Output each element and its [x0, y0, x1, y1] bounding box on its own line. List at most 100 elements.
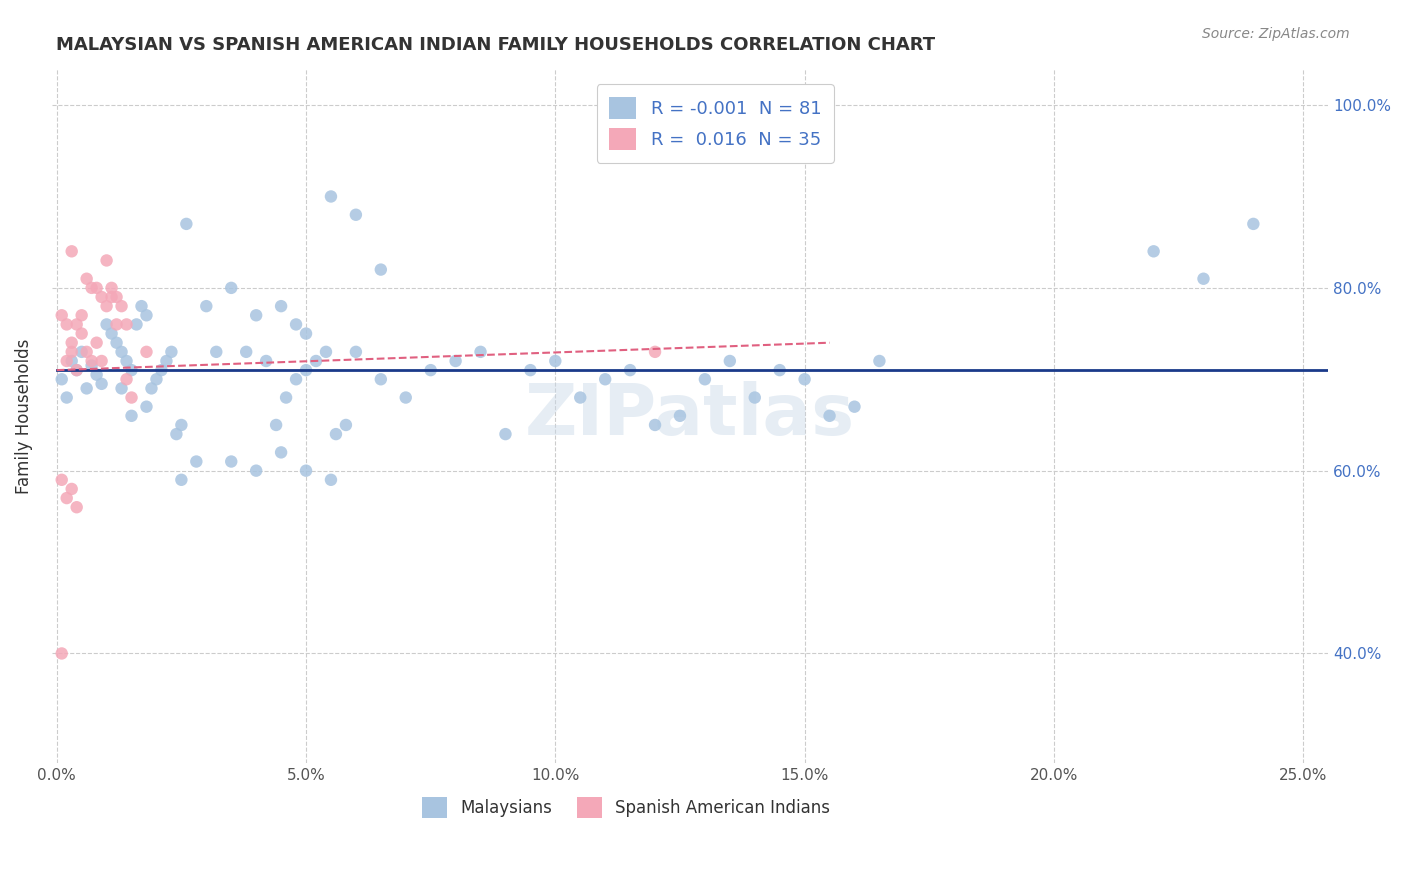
Text: MALAYSIAN VS SPANISH AMERICAN INDIAN FAMILY HOUSEHOLDS CORRELATION CHART: MALAYSIAN VS SPANISH AMERICAN INDIAN FAM… — [56, 36, 935, 54]
Point — [270, 299, 292, 313]
Point — [76, 271, 98, 285]
Point — [818, 409, 841, 423]
Point — [135, 344, 157, 359]
Point — [176, 217, 198, 231]
Point — [70, 326, 93, 341]
Point — [285, 372, 308, 386]
Point — [165, 427, 187, 442]
Point — [274, 391, 297, 405]
Point — [121, 363, 143, 377]
Point — [219, 454, 242, 468]
Point — [270, 445, 292, 459]
Point — [793, 372, 815, 386]
Point — [1241, 217, 1264, 231]
Point — [769, 363, 792, 377]
Point — [76, 344, 98, 359]
Point — [335, 417, 357, 432]
Point — [160, 344, 183, 359]
Point — [55, 391, 77, 405]
Point — [60, 344, 83, 359]
Point — [205, 344, 228, 359]
Point — [470, 344, 492, 359]
Point — [100, 281, 122, 295]
Point — [245, 308, 267, 322]
Point — [60, 335, 83, 350]
Point — [110, 381, 132, 395]
Point — [55, 491, 77, 505]
Point — [90, 290, 112, 304]
Point — [319, 473, 342, 487]
Point — [718, 354, 741, 368]
Point — [155, 354, 177, 368]
Point — [115, 372, 138, 386]
Point — [544, 354, 567, 368]
Point — [395, 391, 418, 405]
Point — [80, 354, 103, 368]
Point — [195, 299, 218, 313]
Point — [150, 363, 173, 377]
Point — [115, 354, 138, 368]
Point — [519, 363, 541, 377]
Point — [96, 253, 118, 268]
Point — [80, 281, 103, 295]
Point — [110, 299, 132, 313]
Point — [55, 354, 77, 368]
Point — [86, 368, 108, 382]
Point — [135, 400, 157, 414]
Point — [80, 359, 103, 373]
Point — [219, 281, 242, 295]
Point — [105, 318, 128, 332]
Point — [70, 308, 93, 322]
Point — [66, 318, 89, 332]
Point — [51, 473, 73, 487]
Point — [1192, 271, 1215, 285]
Point — [325, 427, 347, 442]
Point — [90, 354, 112, 368]
Point — [619, 363, 641, 377]
Point — [60, 354, 83, 368]
Point — [170, 417, 193, 432]
Point — [669, 409, 692, 423]
Point — [644, 417, 666, 432]
Point — [868, 354, 890, 368]
Point — [254, 354, 277, 368]
Text: Source: ZipAtlas.com: Source: ZipAtlas.com — [1202, 27, 1350, 41]
Point — [693, 372, 716, 386]
Point — [319, 189, 342, 203]
Point — [644, 344, 666, 359]
Point — [86, 281, 108, 295]
Point — [285, 318, 308, 332]
Point — [593, 372, 616, 386]
Point — [744, 391, 766, 405]
Point — [305, 354, 328, 368]
Point — [295, 464, 318, 478]
Point — [121, 391, 143, 405]
Point — [344, 208, 367, 222]
Point — [90, 376, 112, 391]
Point — [444, 354, 467, 368]
Point — [125, 318, 148, 332]
Point — [100, 290, 122, 304]
Point — [96, 299, 118, 313]
Point — [51, 372, 73, 386]
Point — [96, 318, 118, 332]
Point — [495, 427, 517, 442]
Point — [295, 363, 318, 377]
Point — [264, 417, 287, 432]
Point — [131, 299, 153, 313]
Point — [110, 344, 132, 359]
Point — [115, 318, 138, 332]
Point — [76, 381, 98, 395]
Point — [419, 363, 441, 377]
Point — [245, 464, 267, 478]
Point — [105, 335, 128, 350]
Point — [145, 372, 167, 386]
Point — [66, 500, 89, 515]
Point — [135, 308, 157, 322]
Legend: Malaysians, Spanish American Indians: Malaysians, Spanish American Indians — [415, 790, 837, 824]
Point — [295, 326, 318, 341]
Point — [60, 482, 83, 496]
Point — [315, 344, 337, 359]
Point — [86, 335, 108, 350]
Y-axis label: Family Households: Family Households — [15, 338, 32, 493]
